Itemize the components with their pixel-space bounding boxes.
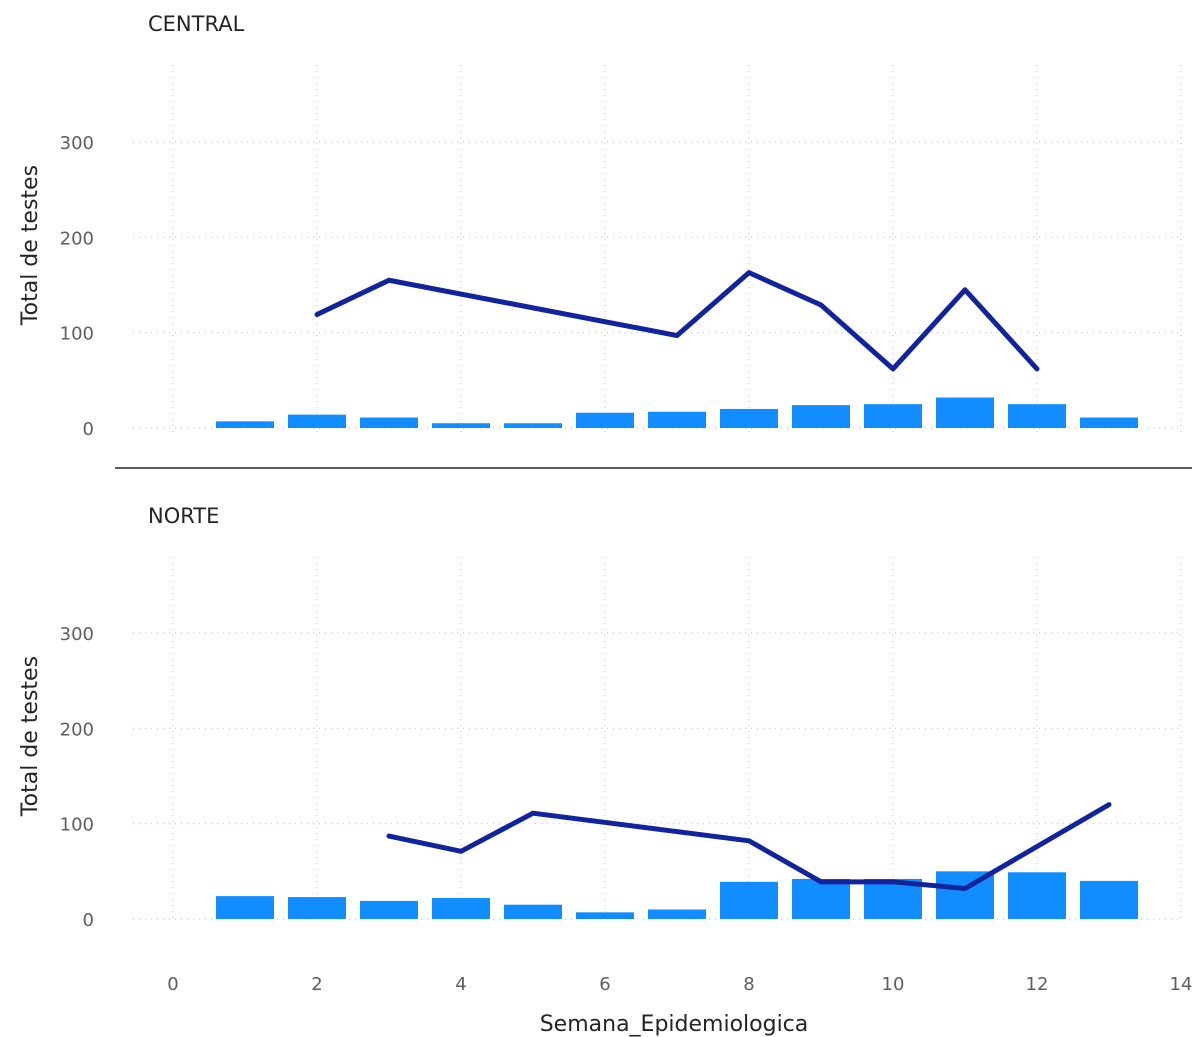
x-tick-label: 4 [455, 974, 466, 995]
panel-title-central: CENTRAL [148, 12, 245, 36]
y-tick-label: 200 [60, 228, 94, 249]
x-tick-label: 10 [882, 974, 905, 995]
y-axis-title-norte: Total de testes [18, 656, 43, 817]
panel-title-norte: NORTE [148, 504, 219, 528]
panel-central: CENTRAL Total de testes 0 100 200 300 [18, 12, 1182, 440]
bar[interactable] [432, 898, 490, 919]
x-axis-title: Semana_Epidemiologica [540, 1012, 809, 1037]
bar[interactable] [216, 896, 274, 919]
bar[interactable] [720, 408, 778, 428]
panel-norte: NORTE Total de testes 0 100 200 300 [18, 504, 1182, 931]
x-axis: 0 2 4 6 8 10 12 14 [167, 974, 1192, 995]
y-tick-label: 100 [60, 815, 94, 836]
line-series[interactable] [386, 802, 1112, 891]
bar[interactable] [216, 421, 274, 428]
y-tick-label: 0 [83, 910, 94, 931]
bar[interactable] [288, 897, 346, 919]
bar[interactable] [648, 909, 706, 919]
y-axis-title-central: Total de testes [18, 165, 43, 326]
y-tick-label: 0 [83, 419, 94, 440]
bar[interactable] [1008, 404, 1066, 428]
bar[interactable] [432, 423, 490, 428]
x-tick-label: 8 [743, 974, 754, 995]
x-tick-label: 0 [167, 974, 178, 995]
x-tick-label: 2 [311, 974, 322, 995]
bar[interactable] [504, 423, 562, 428]
bar[interactable] [792, 878, 850, 919]
y-tick-label: 100 [60, 324, 94, 345]
y-tick-label: 300 [60, 624, 94, 645]
bar[interactable] [576, 412, 634, 428]
y-tick-label: 300 [60, 133, 94, 154]
bar[interactable] [792, 405, 850, 428]
x-tick-label: 12 [1026, 974, 1049, 995]
bar[interactable] [1080, 417, 1138, 428]
y-tick-label: 200 [60, 719, 94, 740]
bar[interactable] [1008, 872, 1066, 919]
bar[interactable] [720, 881, 778, 919]
bar[interactable] [1080, 880, 1138, 919]
bar[interactable] [288, 414, 346, 428]
line-series[interactable] [314, 270, 1040, 372]
bar[interactable] [504, 904, 562, 919]
x-tick-label: 6 [599, 974, 610, 995]
bar[interactable] [576, 912, 634, 919]
bar[interactable] [648, 411, 706, 428]
x-tick-label: 14 [1170, 974, 1192, 995]
bar[interactable] [936, 397, 994, 428]
bar[interactable] [360, 417, 418, 428]
bar[interactable] [360, 900, 418, 919]
bar[interactable] [864, 404, 922, 428]
